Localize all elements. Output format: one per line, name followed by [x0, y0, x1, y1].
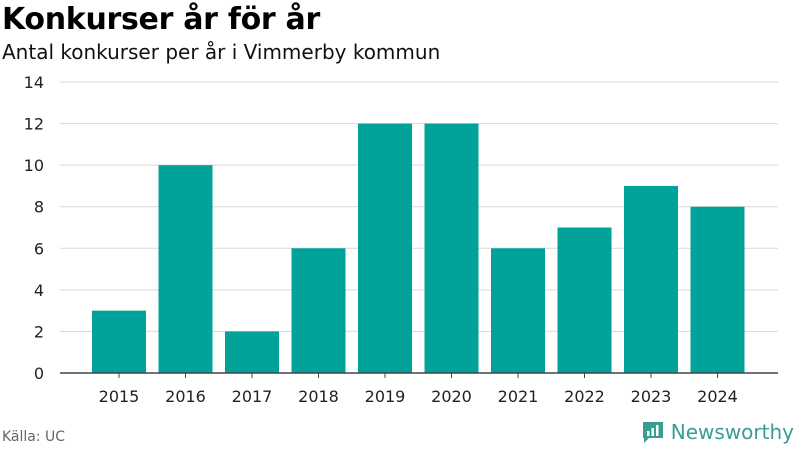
x-tick-label: 2015: [99, 387, 140, 406]
x-tick-label: 2019: [365, 387, 406, 406]
bar-2023: [624, 185, 678, 373]
y-tick-label: 0: [34, 364, 44, 383]
x-tick-label: 2018: [298, 387, 339, 406]
bar-2024: [690, 206, 745, 373]
bar-2015: [92, 310, 146, 373]
y-tick-label: 6: [34, 239, 44, 258]
brand-name: Newsworthy: [670, 420, 794, 444]
brand-logo-group: Newsworthy: [641, 420, 794, 444]
y-tick-label: 8: [34, 198, 44, 217]
bar-2020: [424, 123, 479, 373]
y-tick-label: 12: [24, 115, 44, 134]
bar-2021: [491, 248, 545, 373]
x-tick-label: 2020: [431, 387, 472, 406]
x-tick-label: 2016: [165, 387, 206, 406]
y-tick-label: 2: [34, 322, 44, 341]
newsworthy-logo-icon: [642, 422, 663, 443]
axes: 0 2 4 6 8 10 12 14 2015 2016 2017 2018 2019 2020 2021 2…: [24, 73, 778, 406]
y-tick-label: 10: [24, 156, 44, 175]
bar-2017: [225, 331, 279, 373]
bar-2016: [158, 165, 213, 373]
chart-subtitle: Antal konkurser per år i Vimmerby kommun: [2, 40, 441, 64]
x-tick-label: 2023: [631, 387, 672, 406]
bar-2022: [557, 227, 612, 373]
bars: [92, 123, 745, 373]
x-tick-label: 2021: [498, 387, 539, 406]
x-tick-label: 2024: [697, 387, 738, 406]
bar-2018: [291, 248, 346, 373]
x-tick-label: 2022: [564, 387, 605, 406]
source-note: Källa: UC: [2, 429, 66, 445]
y-tick-label: 14: [24, 73, 44, 92]
chart-title: Konkurser år för år: [2, 2, 320, 37]
x-tick-label: 2017: [232, 387, 273, 406]
y-tick-label: 4: [34, 281, 44, 300]
bar-2019: [358, 123, 412, 373]
